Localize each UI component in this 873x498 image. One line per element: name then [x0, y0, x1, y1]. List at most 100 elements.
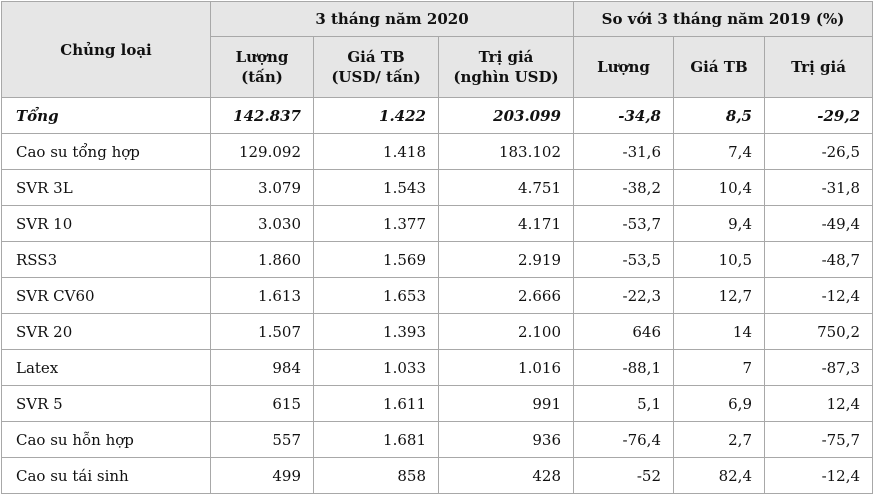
cell-avg-price: 1.377 — [313, 205, 439, 242]
cell-quantity: 1.860 — [210, 241, 314, 278]
total-compare-value: -29,2 — [763, 97, 873, 134]
cell-compare-quantity: 646 — [573, 313, 674, 350]
cell-compare-avg-price: 7 — [673, 349, 765, 386]
cell-avg-price: 1.418 — [313, 133, 439, 170]
cell-compare-value: -48,7 — [763, 241, 873, 278]
cell-compare-quantity: 5,1 — [573, 385, 674, 422]
cell-compare-value: -26,5 — [763, 133, 873, 170]
cell-value: 2.666 — [438, 277, 574, 314]
header-group-compare: So với 3 tháng năm 2019 (%) — [572, 1, 873, 37]
cell-category: SVR CV60 — [1, 277, 211, 314]
cell-quantity: 3.079 — [210, 169, 314, 206]
cell-avg-price: 858 — [313, 457, 439, 494]
table-row: SVR 3L 3.079 1.543 4.751 -38,2 10,4 -31,… — [1, 169, 873, 206]
header-value-line2: (nghìn USD) — [453, 68, 559, 86]
table-row: Cao su tái sinh 499 858 428 -52 82,4 -12… — [1, 457, 873, 494]
cell-avg-price: 1.543 — [313, 169, 439, 206]
cell-value: 936 — [438, 421, 574, 458]
table-row: RSS3 1.860 1.569 2.919 -53,5 10,5 -48,7 — [1, 241, 873, 278]
cell-compare-value: -49,4 — [763, 205, 873, 242]
cell-compare-quantity: -52 — [573, 457, 674, 494]
table-row: Latex 984 1.033 1.016 -88,1 7 -87,3 — [1, 349, 873, 386]
cell-compare-value: -12,4 — [763, 277, 873, 314]
cell-quantity: 1.507 — [210, 313, 314, 350]
cell-quantity: 129.092 — [210, 133, 314, 170]
header-quantity: Lượng (tấn) — [210, 36, 314, 98]
cell-category: SVR 3L — [1, 169, 211, 206]
cell-compare-quantity: -53,5 — [573, 241, 674, 278]
cell-compare-avg-price: 14 — [673, 313, 765, 350]
cell-compare-avg-price: 82,4 — [673, 457, 765, 494]
header-quantity-line2: (tấn) — [241, 68, 283, 86]
table-row: SVR 5 615 1.611 991 5,1 6,9 12,4 — [1, 385, 873, 422]
cell-avg-price: 1.681 — [313, 421, 439, 458]
cell-category: Latex — [1, 349, 211, 386]
table-row: SVR CV60 1.613 1.653 2.666 -22,3 12,7 -1… — [1, 277, 873, 314]
cell-avg-price: 1.611 — [313, 385, 439, 422]
header-compare-value: Trị giá — [763, 36, 873, 98]
header-row-columns: Lượng (tấn) Giá TB (USD/ tấn) Trị giá (nghì… — [2, 36, 873, 98]
cell-compare-avg-price: 10,4 — [673, 169, 765, 206]
cell-quantity: 3.030 — [210, 205, 314, 242]
table-header: Chủng loại 3 tháng năm 2020 So với 3 thá… — [1, 1, 873, 98]
cell-value: 428 — [438, 457, 574, 494]
total-label: Tổng — [1, 97, 211, 134]
cell-category: Cao su hỗn hợp — [1, 421, 211, 458]
header-avg-price: Giá TB (USD/ tấn) — [313, 36, 439, 98]
cell-category: Cao su tổng hợp — [1, 133, 211, 170]
cell-compare-value: -87,3 — [763, 349, 873, 386]
cell-avg-price: 1.393 — [313, 313, 439, 350]
cell-compare-avg-price: 9,4 — [673, 205, 765, 242]
cell-quantity: 1.613 — [210, 277, 314, 314]
cell-compare-avg-price: 10,5 — [673, 241, 765, 278]
table-row: SVR 20 1.507 1.393 2.100 646 14 750,2 — [1, 313, 873, 350]
cell-value: 1.016 — [438, 349, 574, 386]
cell-category: SVR 20 — [1, 313, 211, 350]
total-compare-quantity: -34,8 — [573, 97, 674, 134]
cell-category: Cao su tái sinh — [1, 457, 211, 494]
header-avg-price-line2: (USD/ tấn) — [331, 68, 421, 86]
cell-compare-value: -12,4 — [763, 457, 873, 494]
table-row: Cao su tổng hợp 129.092 1.418 183.102 -3… — [1, 133, 873, 170]
cell-compare-quantity: -22,3 — [573, 277, 674, 314]
table-body: Tổng 142.837 1.422 203.099 -34,8 8,5 -29… — [1, 97, 873, 494]
cell-compare-quantity: -31,6 — [573, 133, 674, 170]
cell-compare-quantity: -53,7 — [573, 205, 674, 242]
cell-compare-value: -75,7 — [763, 421, 873, 458]
header-category: Chủng loại — [1, 1, 211, 98]
cell-compare-avg-price: 12,7 — [673, 277, 765, 314]
cell-avg-price: 1.033 — [313, 349, 439, 386]
cell-value: 2.100 — [438, 313, 574, 350]
cell-category: SVR 5 — [1, 385, 211, 422]
cell-value: 4.751 — [438, 169, 574, 206]
header-quantity-line1: Lượng — [235, 48, 289, 66]
table-row: Cao su hỗn hợp 557 1.681 936 -76,4 2,7 -… — [1, 421, 873, 458]
total-value: 203.099 — [438, 97, 574, 134]
header-value-line1: Trị giá — [478, 48, 534, 66]
header-compare-avg-price: Giá TB — [673, 36, 765, 98]
cell-avg-price: 1.653 — [313, 277, 439, 314]
cell-compare-quantity: -76,4 — [573, 421, 674, 458]
cell-quantity: 557 — [210, 421, 314, 458]
cell-compare-value: 12,4 — [763, 385, 873, 422]
cell-category: RSS3 — [1, 241, 211, 278]
cell-compare-avg-price: 6,9 — [673, 385, 765, 422]
header-avg-price-line1: Giá TB — [347, 48, 405, 66]
cell-compare-avg-price: 2,7 — [673, 421, 765, 458]
header-compare-quantity: Lượng — [573, 36, 674, 98]
cell-compare-value: 750,2 — [763, 313, 873, 350]
cell-quantity: 499 — [210, 457, 314, 494]
header-value: Trị giá (nghìn USD) — [438, 36, 574, 98]
cell-value: 4.171 — [438, 205, 574, 242]
header-group-2020: 3 tháng năm 2020 — [210, 1, 574, 37]
total-avg-price: 1.422 — [313, 97, 439, 134]
cell-avg-price: 1.569 — [313, 241, 439, 278]
cell-compare-value: -31,8 — [763, 169, 873, 206]
cell-value: 2.919 — [438, 241, 574, 278]
cell-quantity: 984 — [210, 349, 314, 386]
cell-value: 991 — [438, 385, 574, 422]
cell-compare-avg-price: 7,4 — [673, 133, 765, 170]
cell-category: SVR 10 — [1, 205, 211, 242]
table-row: SVR 10 3.030 1.377 4.171 -53,7 9,4 -49,4 — [1, 205, 873, 242]
